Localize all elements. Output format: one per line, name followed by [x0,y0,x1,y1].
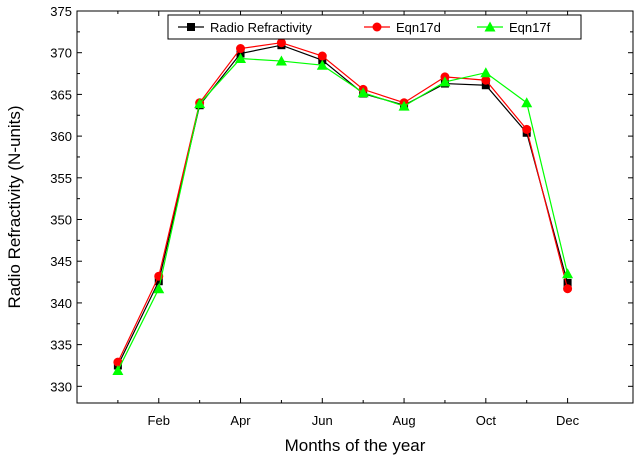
data-point-eqn17d [276,38,286,48]
series-line-radio-refractivity [117,44,569,366]
data-point-eqn17f [275,55,287,66]
data-point-eqn17f [316,59,328,70]
series-line-eqn17d [117,42,569,363]
legend-marker-radio-refractivity [187,23,195,31]
data-point-eqn17f [521,97,533,108]
y-tick-label: 365 [50,87,72,102]
legend-label-eqn17d: Eqn17d [396,20,441,35]
data-point-eqn17d [317,51,327,61]
x-tick-label: Oct [476,413,497,428]
y-tick-label: 370 [50,46,72,61]
y-tick-label: 335 [50,338,72,353]
x-tick-label: Feb [148,413,170,428]
legend-marker-eqn17d [372,22,382,32]
data-point-eqn17f [480,67,492,78]
series-layer [112,38,574,375]
x-tick-label: Apr [230,413,251,428]
data-point-radio-refractivity [563,278,572,287]
y-tick-label: 340 [50,296,72,311]
series-radio-refractivity [113,41,572,370]
data-point-eqn17d [113,357,123,367]
data-point-eqn17d [563,284,573,294]
data-point-eqn17d [481,75,491,85]
series-line-eqn17f [117,57,569,371]
data-point-radio-refractivity [154,277,163,286]
data-point-eqn17f [562,268,574,279]
x-tick-label: Jun [312,413,333,428]
y-tick-label: 375 [50,4,72,19]
y-axis-title: Radio Refractivity (N-units) [5,105,24,308]
legend-label-eqn17f: Eqn17f [509,20,551,35]
data-point-radio-refractivity [481,81,490,90]
series-eqn17f [112,53,574,375]
y-tick-label: 355 [50,171,72,186]
x-tick-label: Dec [556,413,580,428]
x-tick-label: Aug [392,413,415,428]
y-tick-label: 350 [50,213,72,228]
x-axis-title: Months of the year [285,436,426,455]
data-point-eqn17f [153,283,165,294]
chart-axes: 330 335 340 345 350 355 360 365 370 375 Feb Apr Jun A… [50,4,634,428]
data-point-eqn17f [112,364,124,375]
data-point-eqn17f [357,87,369,98]
data-point-eqn17f [439,76,451,87]
legend-marker-eqn17f [484,21,496,32]
series-eqn17d [113,38,573,367]
data-point-eqn17d [236,44,246,54]
y-tick-label: 360 [50,129,72,144]
chart-legend: Radio Refractivity Eqn17d Eqn17f [167,14,582,40]
y-tick-label: 330 [50,379,72,394]
data-point-eqn17f [398,100,410,111]
data-point-eqn17f [194,98,206,109]
y-tick-label: 345 [50,254,72,269]
plot-frame [76,10,634,404]
legend-label-radio-refractivity: Radio Refractivity [210,20,312,35]
data-point-eqn17f [235,53,247,64]
data-point-eqn17d [522,124,532,134]
